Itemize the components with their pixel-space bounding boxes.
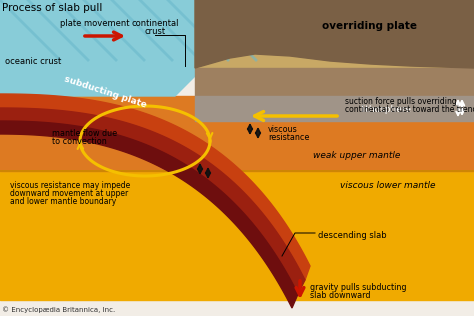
Text: continental crust toward the trench: continental crust toward the trench [345,105,474,114]
Text: overriding plate: overriding plate [322,21,418,31]
Text: downward movement at upper: downward movement at upper [10,190,128,198]
Polygon shape [0,171,474,300]
Text: resistance: resistance [268,133,310,143]
Text: crust: crust [145,27,165,35]
Text: oceanic crust: oceanic crust [5,57,61,65]
Text: subducting plate: subducting plate [63,74,147,110]
Text: viscous: viscous [268,125,298,135]
Polygon shape [0,121,298,308]
Text: lithosphere: lithosphere [360,105,411,113]
Text: © Encyclopædia Britannica, Inc.: © Encyclopædia Britannica, Inc. [2,307,115,313]
Text: gravity pulls subducting: gravity pulls subducting [310,283,407,293]
Text: to convection: to convection [52,137,107,147]
Polygon shape [0,0,220,96]
Polygon shape [0,96,474,171]
Text: weak upper mantle: weak upper mantle [313,151,400,161]
Polygon shape [0,94,310,280]
Text: and lower mantle boundary: and lower mantle boundary [10,198,116,206]
Text: viscous lower mantle: viscous lower mantle [340,181,436,191]
Polygon shape [0,108,305,294]
Text: viscous resistance may impede: viscous resistance may impede [10,181,130,191]
Text: continental: continental [131,20,179,28]
Polygon shape [195,0,474,68]
Text: descending slab: descending slab [318,232,387,240]
Text: Process of slab pull: Process of slab pull [2,3,102,13]
Polygon shape [195,96,474,121]
Polygon shape [195,68,474,96]
Polygon shape [0,0,474,20]
Text: suction force pulls overriding: suction force pulls overriding [345,97,457,106]
Text: plate movement: plate movement [60,20,129,28]
Polygon shape [195,0,474,68]
Text: slab downward: slab downward [310,291,371,301]
Text: mantle flow due: mantle flow due [52,130,117,138]
